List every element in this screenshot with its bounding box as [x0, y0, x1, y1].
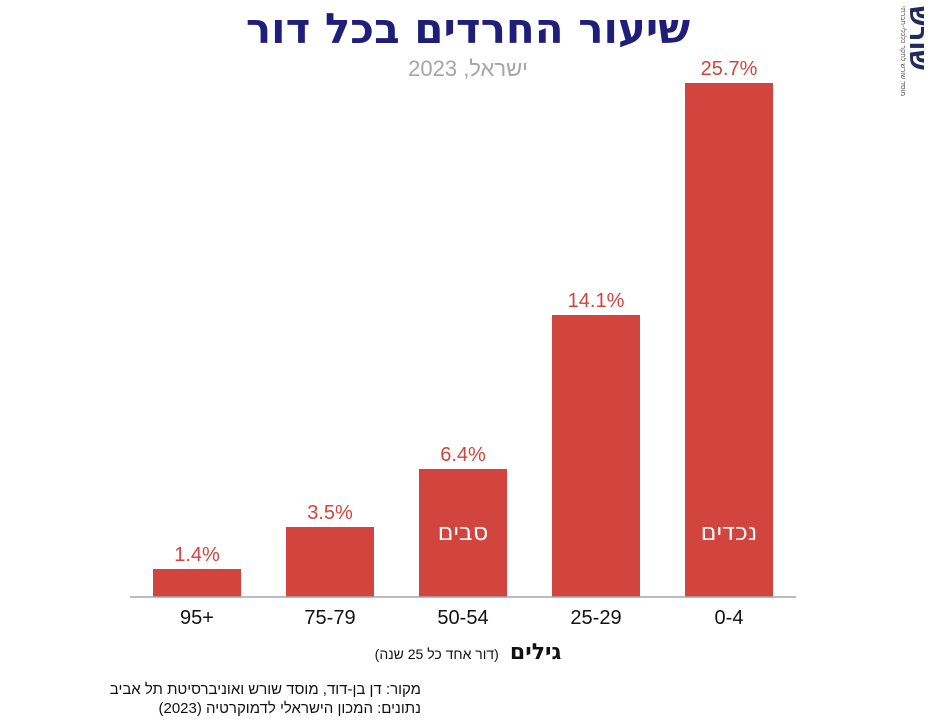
source-line: מקור: דן בן-דוד, מוסד שורש ואוניברסיטת ת…: [109, 681, 421, 698]
bar-value-label: 3.5%: [307, 502, 353, 524]
bar-value-label: 14.1%: [568, 290, 625, 312]
x-axis-note: (דור אחד כל 25 שנה): [374, 646, 499, 662]
x-tick-label: 25-29: [570, 607, 621, 629]
bar-value-label: 6.4%: [440, 444, 486, 466]
bar-annotation: סבים: [438, 518, 489, 546]
bar-annotation: נכדים: [701, 518, 758, 546]
bar-value-label: 1.4%: [174, 544, 220, 566]
data-line: נתונים: המכון הישראלי לדמוקרטיה (2023): [158, 700, 422, 717]
chart-title: שיעור החרדים בכל דור: [245, 4, 691, 53]
bar-value-label: 25.7%: [701, 58, 758, 80]
x-axis-title: גילים (דור אחד כל 25 שנה): [0, 640, 936, 665]
x-tick-label: 95+: [180, 607, 214, 629]
x-tick-label: 75-79: [304, 607, 355, 629]
logo-text: שורש: [903, 6, 933, 71]
logo-tagline: מוסד שורש לחקר כלכלי-חברתי: [899, 6, 906, 97]
x-tick-label: 0-4: [715, 607, 744, 629]
chart-subtitle: ישראל, 2023: [408, 56, 528, 81]
source-note: מקור: דן בן-דוד, מוסד שורש ואוניברסיטת ת…: [110, 680, 421, 718]
bar: [286, 527, 374, 597]
bar: [419, 469, 507, 597]
shoresh-logo: שורש מוסד שורש לחקר כלכלי-חברתי: [898, 6, 933, 116]
bar: [685, 83, 773, 597]
x-tick-label: 50-54: [437, 607, 488, 629]
bar: [153, 569, 241, 597]
bar: [552, 315, 640, 597]
x-axis-label: גילים: [509, 640, 562, 665]
